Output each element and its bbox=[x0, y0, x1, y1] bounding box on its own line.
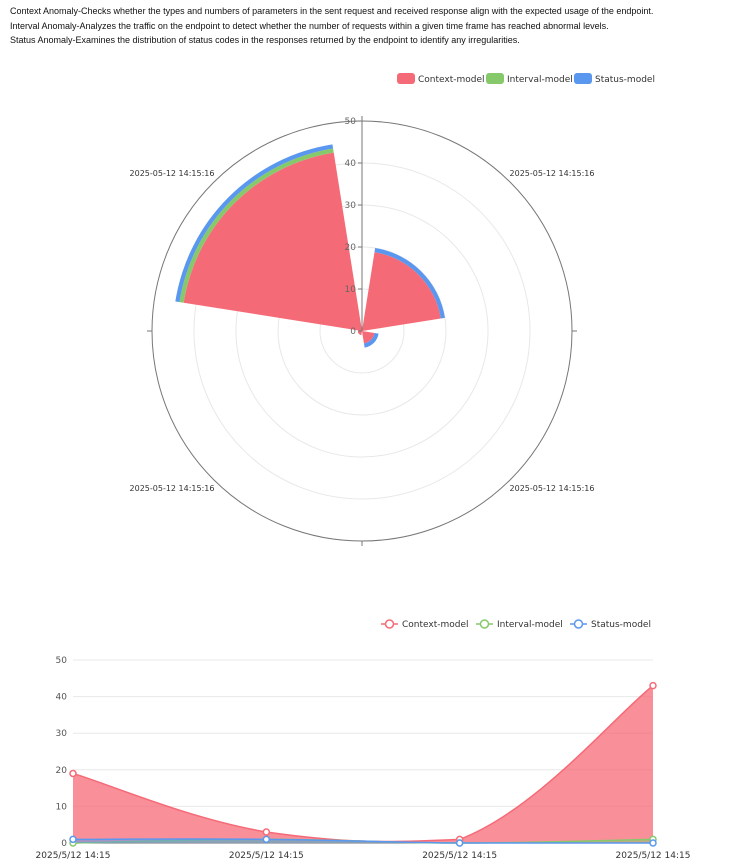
legend-marker[interactable] bbox=[384, 619, 395, 629]
legend-marker[interactable] bbox=[479, 619, 490, 629]
legend-label[interactable]: Interval-model bbox=[507, 75, 573, 85]
data-point[interactable] bbox=[69, 769, 77, 778]
interval-anomaly-description: Interval Anomaly-Analyzes the traffic on… bbox=[10, 20, 609, 31]
data-point[interactable] bbox=[262, 835, 271, 844]
y-tick-label: 50 bbox=[56, 656, 68, 666]
description-block: Context Anomaly-Checks whether the types… bbox=[10, 4, 745, 48]
legend-label[interactable]: Status-model bbox=[591, 620, 651, 630]
data-point[interactable] bbox=[649, 839, 657, 847]
data-point[interactable] bbox=[649, 681, 657, 690]
radius-tick-label: 50 bbox=[345, 117, 357, 127]
angle-axis-label: 2025-05-12 14:15:16 bbox=[130, 484, 215, 493]
legend-label[interactable]: Status-model bbox=[595, 75, 655, 85]
y-tick-label: 10 bbox=[56, 802, 68, 812]
radius-tick-label: 40 bbox=[345, 159, 357, 169]
legend-swatch[interactable] bbox=[574, 73, 592, 84]
status-anomaly-description: Status Anomaly-Examines the distribution… bbox=[10, 35, 520, 46]
line-status-model bbox=[72, 838, 653, 844]
polar-bar-context-model[interactable] bbox=[362, 252, 441, 331]
radius-tick-label: 10 bbox=[345, 285, 357, 295]
legend-swatch[interactable] bbox=[486, 73, 504, 84]
legend-swatch[interactable] bbox=[397, 73, 415, 84]
polar-bar-context-model[interactable] bbox=[183, 152, 362, 331]
area-context-model bbox=[73, 685, 653, 843]
angle-axis-label: 2025-05-12 14:15:16 bbox=[510, 484, 595, 493]
y-tick-label: 0 bbox=[61, 839, 67, 849]
angle-axis-label: 2025-05-12 14:15:16 bbox=[130, 169, 215, 178]
legend-marker[interactable] bbox=[573, 619, 584, 629]
legend-label[interactable]: Context-model bbox=[418, 75, 485, 85]
x-tick-label: 2025/5/12 14:15 bbox=[36, 851, 111, 861]
y-tick-label: 40 bbox=[56, 693, 68, 703]
polar-bar-context-model[interactable] bbox=[357, 331, 362, 336]
y-tick-label: 20 bbox=[56, 766, 68, 776]
x-tick-label: 2025/5/12 14:15 bbox=[616, 851, 691, 861]
polar-bar-context-model[interactable] bbox=[362, 331, 375, 344]
polar-bar-chart: Context-model Interval-model Status-model 0… bbox=[130, 73, 655, 546]
polar-bars bbox=[175, 144, 445, 348]
x-tick-label: 2025/5/12 14:15 bbox=[229, 851, 304, 861]
polar-bar-status-model[interactable] bbox=[363, 332, 379, 348]
y-tick-label: 30 bbox=[56, 729, 68, 739]
data-point[interactable] bbox=[262, 828, 271, 836]
data-point[interactable] bbox=[455, 839, 464, 847]
data-point[interactable] bbox=[69, 835, 77, 844]
legend-label[interactable]: Interval-model bbox=[497, 620, 563, 630]
polar-bar-status-model[interactable] bbox=[374, 248, 445, 319]
area-line-chart: Context-model Interval-model Status-model 0… bbox=[36, 619, 691, 861]
polar-bar-status-model[interactable] bbox=[175, 144, 334, 303]
polar-bar-interval-model[interactable] bbox=[179, 148, 334, 303]
area-status-model bbox=[73, 839, 653, 843]
radius-tick-label: 30 bbox=[345, 201, 357, 211]
context-anomaly-description: Context Anomaly-Checks whether the types… bbox=[10, 6, 654, 16]
legend-label[interactable]: Context-model bbox=[402, 620, 469, 630]
radius-tick-label: 0 bbox=[350, 327, 356, 337]
radius-tick-label: 20 bbox=[345, 243, 357, 253]
angle-axis-label: 2025-05-12 14:15:16 bbox=[510, 169, 595, 178]
x-tick-label: 2025/5/12 14:15 bbox=[422, 851, 497, 861]
